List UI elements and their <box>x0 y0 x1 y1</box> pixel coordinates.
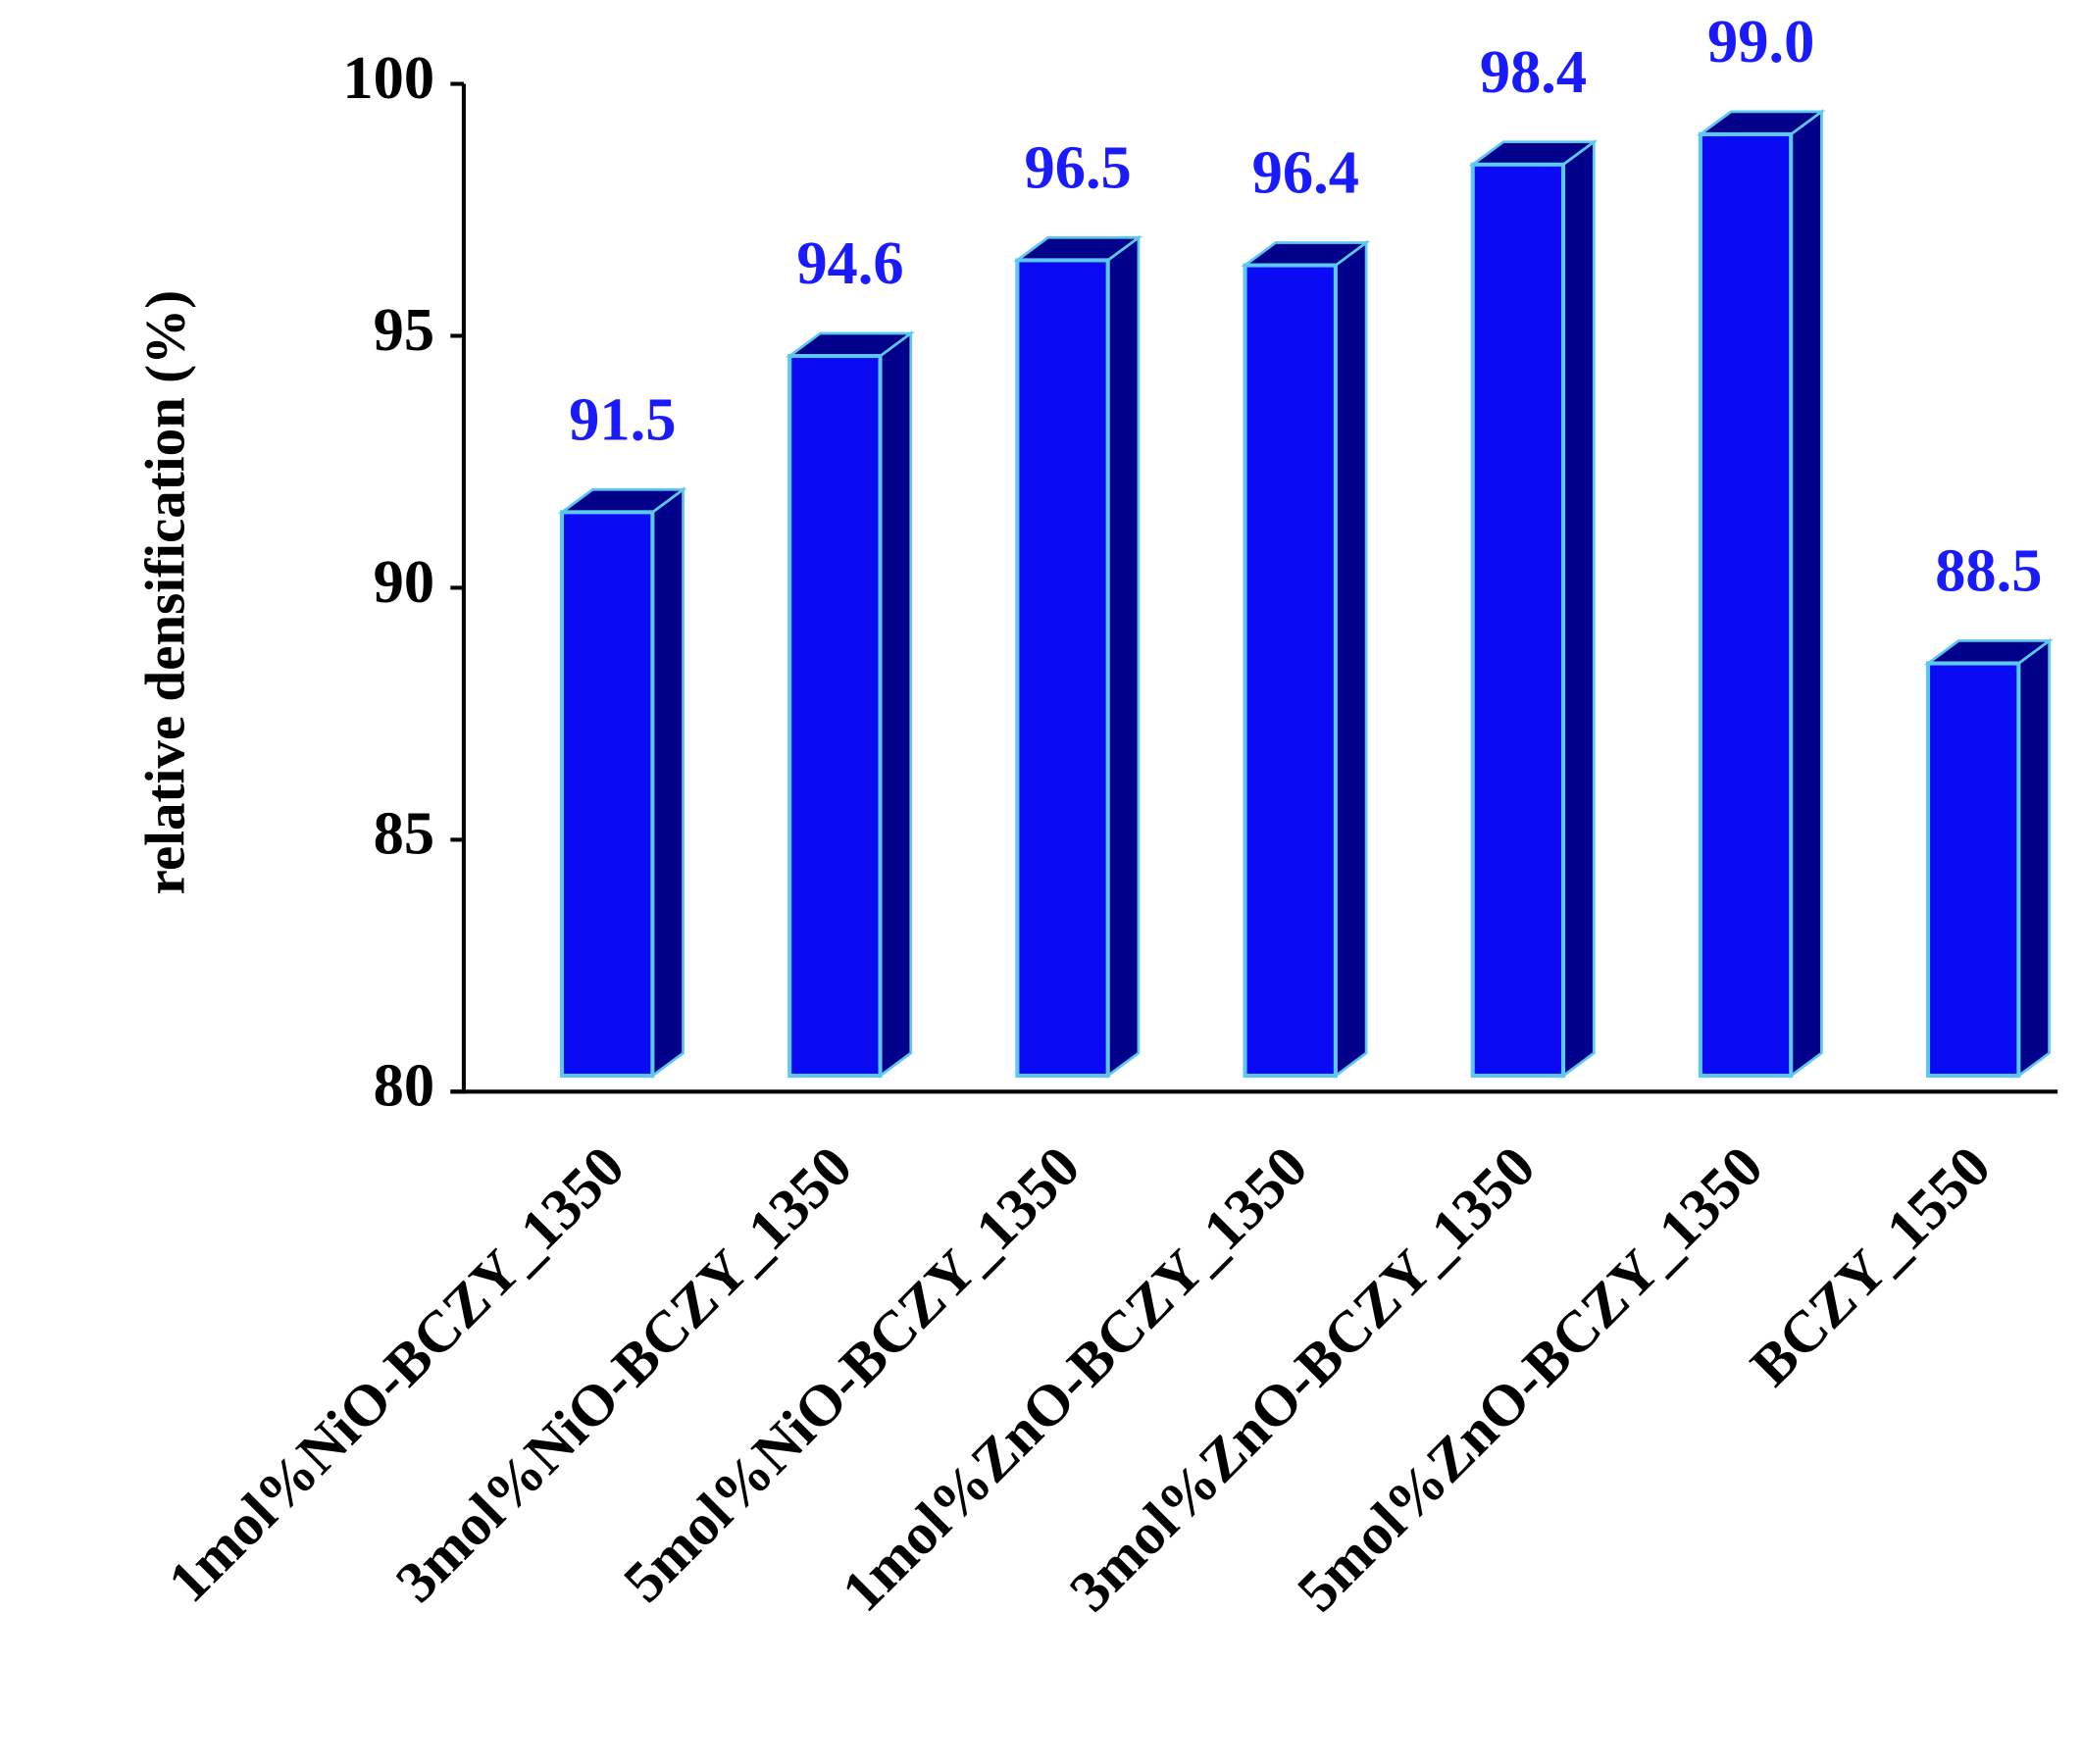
data-label: 91.5 <box>569 384 676 453</box>
data-label: 98.4 <box>1480 37 1587 106</box>
x-tick-label: 3mol%ZnO-BCZY_1350 <box>1057 1134 1548 1624</box>
data-label: 99.0 <box>1707 7 1814 76</box>
bar-side <box>650 486 685 1079</box>
bar-front <box>1470 162 1566 1079</box>
y-tick-label: 100 <box>342 43 434 112</box>
bar-front <box>1015 258 1110 1079</box>
y-tick-label: 85 <box>374 799 434 868</box>
bar <box>1696 109 1826 1079</box>
data-label: 96.4 <box>1252 138 1359 207</box>
bar-front <box>1926 661 2021 1079</box>
bar-side <box>2017 637 2051 1079</box>
bar <box>1468 138 1599 1079</box>
bar-front <box>559 510 655 1079</box>
y-axis-label: relative densification (%) <box>134 290 196 895</box>
bar <box>786 330 915 1079</box>
x-tick-label: 5mol%ZnO-BCZY_1350 <box>1285 1134 1775 1624</box>
data-label: 96.5 <box>1025 132 1132 201</box>
x-tick-label: 1mol%NiO-BCZY_1350 <box>156 1134 636 1614</box>
y-tick-label: 95 <box>374 295 434 364</box>
x-tick-label: BCZY_1550 <box>1738 1134 2003 1398</box>
bar <box>1241 239 1371 1079</box>
bar-side <box>1561 138 1596 1079</box>
x-tick-label: 5mol%NiO-BCZY_1350 <box>611 1134 1092 1614</box>
bar-front <box>1698 131 1794 1079</box>
bar-side <box>1106 234 1141 1079</box>
bar-front <box>787 354 883 1079</box>
bar <box>1923 637 2054 1079</box>
bar-front <box>1243 263 1338 1079</box>
data-label: 88.5 <box>1935 536 2042 605</box>
data-label: 94.6 <box>796 228 903 297</box>
bar-side <box>1334 239 1368 1079</box>
y-tick-label: 80 <box>374 1051 434 1120</box>
bar-side <box>1789 109 1823 1079</box>
bar <box>557 486 687 1079</box>
bar-side <box>879 330 913 1079</box>
x-tick-label: 3mol%NiO-BCZY_1350 <box>383 1134 864 1614</box>
x-tick-label: 1mol%ZnO-BCZY_1350 <box>830 1134 1320 1624</box>
bar <box>1013 234 1143 1079</box>
y-tick-label: 90 <box>374 547 434 616</box>
